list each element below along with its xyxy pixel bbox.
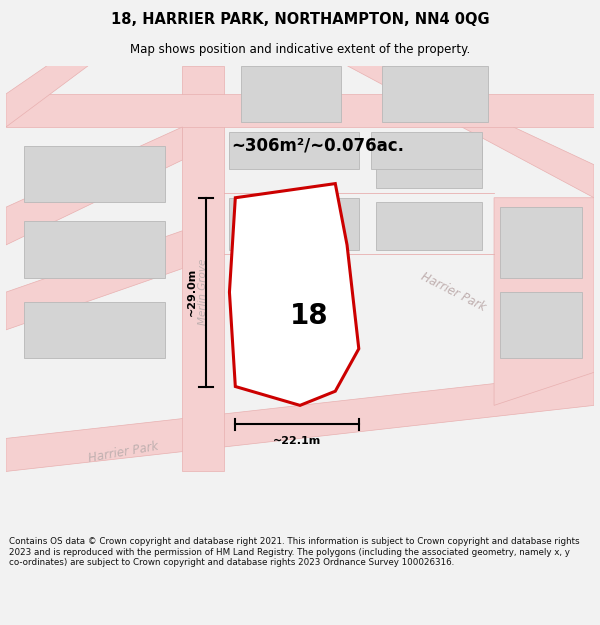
Polygon shape [229,198,359,249]
Polygon shape [6,372,594,471]
Polygon shape [376,202,482,249]
Text: Harrier Park: Harrier Park [418,270,487,314]
Text: Harrier Park: Harrier Park [88,440,160,465]
Polygon shape [500,292,582,358]
Text: 18, HARRIER PARK, NORTHAMPTON, NN4 0QG: 18, HARRIER PARK, NORTHAMPTON, NN4 0QG [110,12,490,27]
Polygon shape [6,127,182,245]
Text: ~306m²/~0.076ac.: ~306m²/~0.076ac. [231,137,404,155]
Polygon shape [229,132,359,169]
Text: 18: 18 [290,302,328,330]
Polygon shape [371,132,482,169]
Polygon shape [6,231,182,330]
Polygon shape [23,221,165,278]
Text: Merlin Grove: Merlin Grove [198,259,208,325]
Text: ~22.1m: ~22.1m [273,436,321,446]
Polygon shape [23,301,165,358]
Polygon shape [229,184,359,406]
Polygon shape [494,198,594,406]
Polygon shape [6,66,88,127]
Polygon shape [182,66,224,471]
Polygon shape [347,66,594,198]
Text: ~29.0m: ~29.0m [187,268,197,316]
Text: Map shows position and indicative extent of the property.: Map shows position and indicative extent… [130,42,470,56]
Polygon shape [500,208,582,278]
Polygon shape [23,146,165,202]
Text: Contains OS data © Crown copyright and database right 2021. This information is : Contains OS data © Crown copyright and d… [9,538,580,568]
Polygon shape [6,94,594,127]
Polygon shape [382,66,488,122]
Polygon shape [376,146,482,188]
Polygon shape [241,66,341,122]
